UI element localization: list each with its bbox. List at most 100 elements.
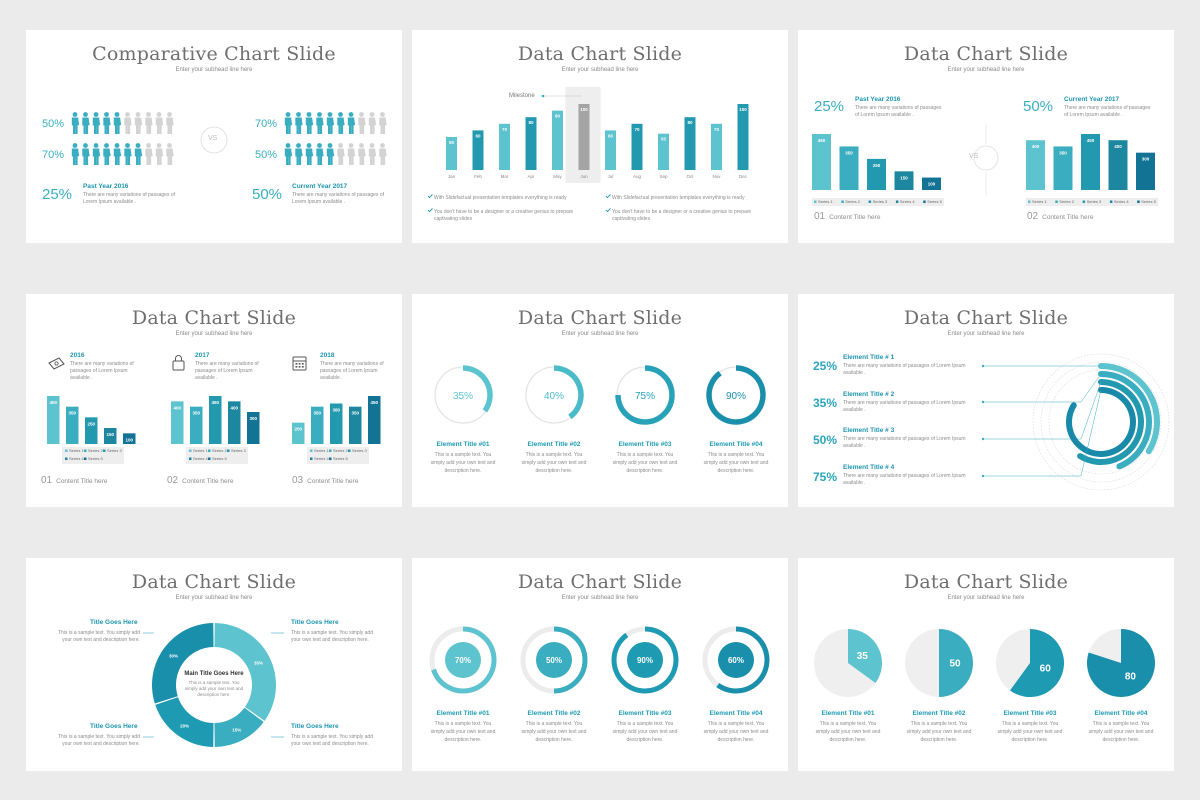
progress-value: 90% (637, 656, 653, 665)
bar (922, 177, 941, 190)
element-title: Element Title #02 (527, 441, 581, 448)
check-icon (605, 194, 611, 199)
legend-swatch (84, 449, 87, 452)
bar-value: 300 (1142, 157, 1150, 162)
ring-value: 90% (726, 391, 746, 402)
item-pct: 50% (813, 433, 838, 447)
person-icon (155, 112, 164, 134)
legend-swatch (1055, 200, 1058, 203)
slide-yearly-bars[interactable]: Data Chart Slide Enter your subhead line… (26, 294, 402, 507)
donut-slice (152, 623, 214, 704)
progress-center (718, 642, 754, 678)
person-icon (103, 143, 111, 165)
slide-subhead: Enter your subhead line here (175, 331, 253, 337)
donut-chart: 35% 15% 20% 30% (143, 623, 284, 747)
pie-value: 80 (1125, 671, 1137, 682)
row-pct: 70% (255, 118, 278, 130)
slide-monthly-bars[interactable]: Data Chart Slide Enter your subhead line… (412, 30, 788, 243)
element-desc: This is a sample text. You simply add yo… (430, 452, 496, 474)
ring-progress-charts: 35% 40% 75% 90% (434, 365, 766, 425)
yearly-bar-charts: 450 350 250 150 100 Series 1 Series 2 Series 3 S… (47, 355, 381, 464)
person-icon (326, 143, 335, 165)
big-pct: 25% (814, 98, 845, 115)
legend-entry: Series 3 (1087, 199, 1102, 204)
calendar-icon (301, 363, 304, 365)
item-pct: 35% (813, 396, 838, 410)
bar (85, 417, 98, 444)
bar (1053, 146, 1073, 190)
slide-title: Data Chart Slide (517, 43, 683, 65)
side-desc: This is a sample text. You simply add yo… (291, 734, 373, 747)
bar-value: 250 (87, 421, 95, 426)
person-icon (134, 112, 143, 134)
item-title: Element Title # 2 (843, 391, 895, 398)
bar-value: 100 (125, 437, 133, 442)
tick-label: May (553, 174, 562, 179)
desc: There are many variations of passages of… (292, 192, 384, 205)
progress-center (536, 642, 572, 678)
progress-center (627, 642, 663, 678)
slice-label: 30% (169, 654, 178, 659)
legend-entry: Series 4 (314, 456, 329, 461)
person-icon (166, 112, 174, 134)
bar (499, 123, 510, 170)
bar-value: 250 (873, 163, 881, 168)
slide-donut[interactable]: Data Chart Slide Enter your subhead line… (26, 558, 402, 771)
person-icon (145, 143, 153, 165)
slide-title: Data Chart Slide (517, 571, 683, 593)
legend-swatch (868, 200, 872, 203)
slide-radial-bars[interactable]: Data Chart Slide Enter your subhead line… (798, 294, 1174, 507)
side-desc: This is a sample text. You simply add yo… (58, 630, 140, 643)
bar-value: 380 (332, 407, 340, 412)
progress-center (445, 642, 481, 678)
bar (171, 401, 184, 444)
ring-arc (706, 365, 766, 425)
radial-bar-chart (981, 353, 1170, 491)
legend-swatch (1028, 200, 1031, 203)
person-icon (316, 143, 324, 165)
element-desc: This is a sample text. You simply add yo… (521, 721, 587, 743)
bar-value: 450 (1087, 138, 1095, 143)
slide-title: Data Chart Slide (903, 43, 1069, 65)
person-icon (92, 143, 101, 165)
bar-value: 70 (502, 127, 508, 132)
legend-entry: Series 2 (88, 448, 103, 453)
desc: There are many variations of passages of… (320, 361, 384, 381)
side-desc: This is a sample text. You simply add yo… (291, 630, 373, 643)
bar (247, 412, 260, 444)
pie-slice (939, 629, 973, 697)
bar-value: 400 (230, 405, 238, 410)
bullet: You don't have to be a designer or a cre… (434, 209, 574, 222)
big-pct: 25% (42, 186, 73, 203)
person-icon (295, 143, 303, 165)
legend-entry: Series 2 (1059, 199, 1074, 204)
bar-value: 100 (739, 107, 747, 112)
slide-ring-progress[interactable]: Data Chart Slide Enter your subhead line… (412, 294, 788, 507)
pie-slice (1010, 629, 1064, 697)
element-title: Element Title #02 (912, 710, 966, 717)
person-icon (71, 143, 80, 165)
bar-value: 80 (528, 120, 534, 125)
element-desc: This is a sample text. You simply add yo… (521, 452, 587, 474)
slide-subhead: Enter your subhead line here (561, 331, 639, 337)
legend-swatch (84, 457, 87, 460)
legend-entry: Series 4 (193, 456, 208, 461)
legend-entry: Series 5 (88, 456, 103, 461)
bar (605, 130, 616, 170)
slide-circle-progress[interactable]: Data Chart Slide Enter your subhead line… (412, 558, 788, 771)
legend-swatch (189, 457, 192, 460)
slide-pies[interactable]: Data Chart Slide Enter your subhead line… (798, 558, 1174, 771)
slide-compare-bars[interactable]: Data Chart Slide Enter your subhead line… (798, 30, 1174, 243)
year-label: Past Year 2016 (83, 183, 129, 190)
pictogram-chart (71, 112, 387, 165)
legend-entry: Series 1 (314, 448, 329, 453)
content-caption: 02 Content Title here (1027, 211, 1094, 222)
bar (209, 396, 222, 444)
person-icon (305, 143, 314, 165)
person-icon (145, 112, 153, 134)
progress-arc (716, 626, 770, 694)
desc: There are many variations of passages of… (843, 473, 966, 486)
side-title: Title Goes Here (90, 619, 138, 626)
slide-comparative[interactable]: Comparative Chart Slide Enter your subhe… (26, 30, 402, 243)
person-icon (134, 143, 143, 165)
